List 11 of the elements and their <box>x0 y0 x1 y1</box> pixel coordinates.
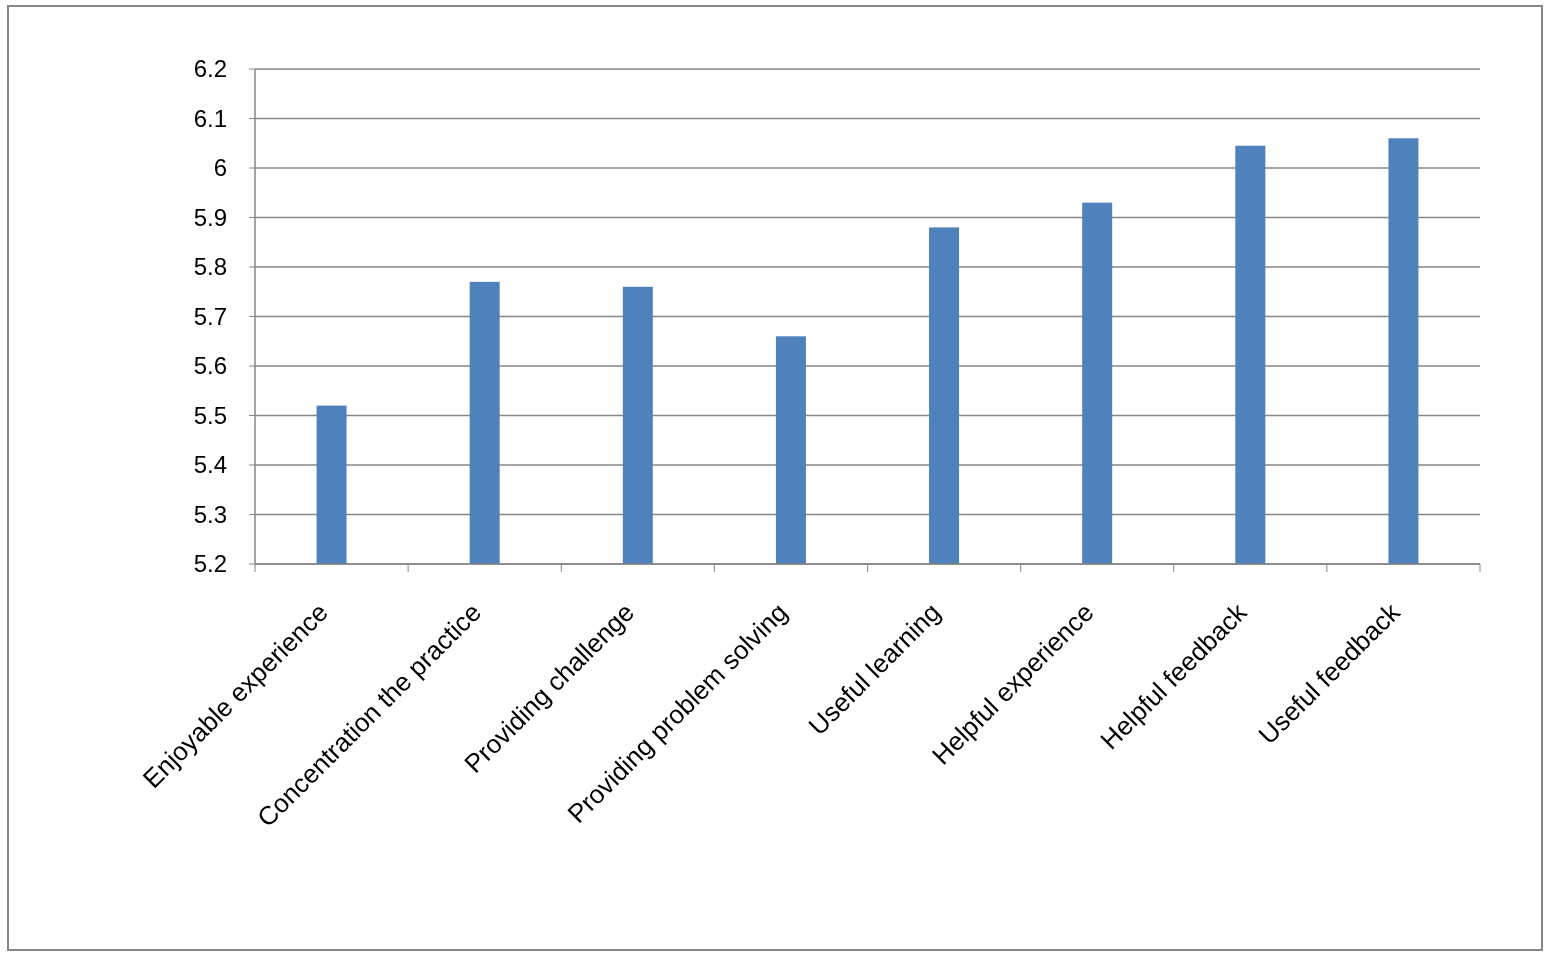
y-tick-label: 5.6 <box>193 352 227 380</box>
y-tick-label: 5.7 <box>193 302 227 330</box>
y-tick-label: 6.1 <box>193 104 227 132</box>
y-tick-label: 5.2 <box>193 550 227 578</box>
y-tick-label: 6.2 <box>193 55 227 83</box>
y-tick-label: 6 <box>213 154 227 182</box>
y-tick-label: 5.5 <box>193 401 227 429</box>
y-tick-label: 5.4 <box>193 451 227 479</box>
y-tick-label: 5.8 <box>193 253 227 281</box>
y-tick-label: 5.9 <box>193 203 227 231</box>
y-tick-label: 5.3 <box>193 500 227 528</box>
